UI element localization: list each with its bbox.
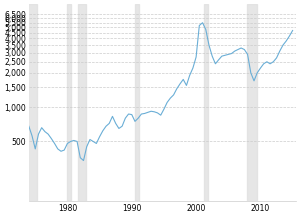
Bar [68, 4, 70, 201]
Bar [78, 4, 86, 201]
Bar [28, 4, 37, 201]
Bar [135, 4, 140, 201]
Bar [204, 4, 208, 201]
Bar [247, 4, 256, 201]
